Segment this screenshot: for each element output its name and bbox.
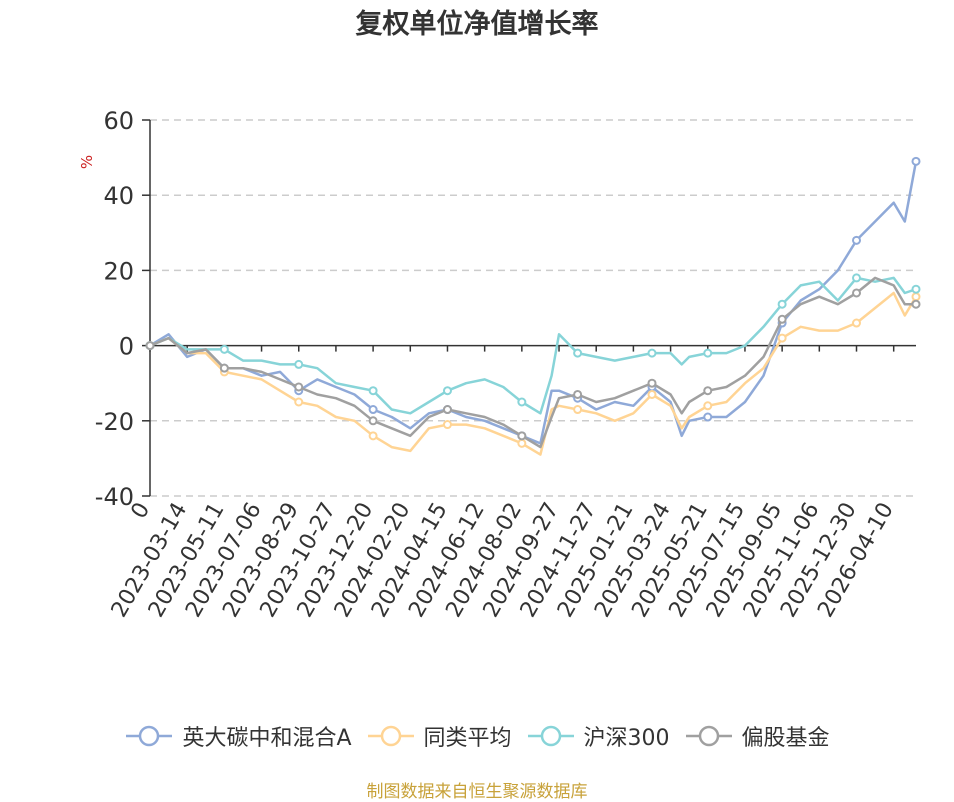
data-point-marker <box>573 389 583 399</box>
data-point-marker <box>517 397 527 407</box>
data-point-marker <box>219 344 229 354</box>
chart-title: 复权单位净值增长率 <box>355 9 599 40</box>
legend-item-2[interactable]: 沪深300 <box>526 720 670 752</box>
data-point-marker <box>368 405 378 415</box>
data-point-marker <box>703 412 713 422</box>
data-point-marker <box>368 416 378 426</box>
data-point-marker <box>647 378 657 388</box>
series-line-0 <box>149 161 918 445</box>
y-tick-label: 40 <box>103 182 134 210</box>
y-tick-label: -40 <box>95 483 134 511</box>
data-point-marker <box>573 348 583 358</box>
data-point-marker <box>852 235 862 245</box>
y-tick-label: 0 <box>119 333 134 361</box>
series-line-1 <box>149 291 918 456</box>
data-point-marker <box>703 348 713 358</box>
data-point-marker <box>294 382 304 392</box>
data-point-marker <box>852 273 862 283</box>
data-point-marker <box>852 288 862 298</box>
data-point-marker <box>219 363 229 373</box>
legend-label: 同类平均 <box>423 726 512 751</box>
series-line-2 <box>149 276 917 415</box>
legend-marker-icon <box>367 725 414 747</box>
legend-item-1[interactable]: 同类平均 <box>366 720 512 752</box>
data-point-marker <box>777 299 787 309</box>
data-point-marker <box>911 156 921 166</box>
y-tick-label: -20 <box>95 408 134 436</box>
data-point-marker <box>703 401 713 411</box>
data-point-marker <box>647 348 657 358</box>
data-point-marker <box>442 420 452 430</box>
data-point-marker <box>368 431 378 441</box>
axes <box>142 119 916 497</box>
series-lines <box>145 156 921 456</box>
legend-label: 沪深300 <box>583 726 670 751</box>
data-point-marker <box>777 314 787 324</box>
y-tick-label: 20 <box>103 257 134 285</box>
data-point-marker <box>368 386 378 396</box>
legend: 英大碳中和混合A 同类平均 沪深300 偏股基金 <box>0 716 954 756</box>
legend-item-3[interactable]: 偏股基金 <box>684 720 830 752</box>
data-point-marker <box>517 438 527 448</box>
data-point-marker <box>442 405 452 415</box>
data-point-marker <box>294 397 304 407</box>
series-line-3 <box>149 276 916 449</box>
grid-lines <box>150 119 916 497</box>
data-point-marker <box>777 333 787 343</box>
legend-item-0[interactable]: 英大碳中和混合A <box>124 720 352 752</box>
legend-marker-icon <box>126 725 173 747</box>
legend-marker-icon <box>685 725 732 747</box>
data-point-marker <box>145 341 155 351</box>
axis-labels: 6040200-20-40%02023-03-142023-05-112023-… <box>78 107 899 622</box>
legend-label: 偏股基金 <box>741 726 830 751</box>
data-point-marker <box>911 299 921 309</box>
data-point-marker <box>911 292 921 302</box>
y-tick-label: 60 <box>103 107 134 135</box>
data-point-marker <box>703 386 713 396</box>
legend-label: 英大碳中和混合A <box>182 726 352 751</box>
source-note: 制图数据来自恒生聚源数据库 <box>366 782 588 802</box>
data-point-marker <box>573 405 583 415</box>
legend-marker-icon <box>527 725 574 747</box>
data-point-marker <box>517 431 527 441</box>
data-point-marker <box>911 284 921 294</box>
data-point-marker <box>442 386 452 396</box>
y-axis-unit: % <box>78 155 96 169</box>
x-tick-label: 0 <box>127 499 156 524</box>
data-point-marker <box>852 318 862 328</box>
data-point-marker <box>294 359 304 369</box>
data-point-marker <box>647 389 657 399</box>
